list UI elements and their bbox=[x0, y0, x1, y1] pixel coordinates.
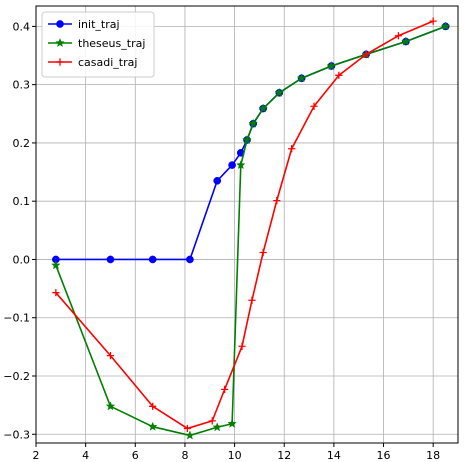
legend: init_traj theseus_traj casadi_traj bbox=[41, 11, 155, 78]
series-theseus_traj-point bbox=[105, 401, 116, 411]
series-theseus_traj-point bbox=[440, 21, 451, 31]
series-casadi_traj-point bbox=[259, 248, 267, 257]
legend-item-casadi_traj: casadi_traj bbox=[48, 56, 137, 69]
y-tick-label: 0.3 bbox=[13, 79, 31, 92]
x-tick-label: 14 bbox=[327, 449, 341, 462]
series-theseus_traj-point bbox=[242, 135, 252, 145]
series-theseus_traj-point bbox=[236, 160, 246, 170]
series-theseus_traj-point bbox=[248, 118, 258, 128]
series-casadi_traj-point bbox=[248, 296, 256, 304]
x-tick-label: 4 bbox=[82, 449, 89, 462]
series-theseus_traj-point bbox=[147, 421, 158, 431]
series-theseus_traj-point bbox=[326, 61, 337, 71]
series-casadi_traj bbox=[52, 17, 437, 433]
x-tick-label: 6 bbox=[132, 449, 139, 462]
legend-box bbox=[41, 11, 155, 78]
series-casadi_traj-point bbox=[362, 50, 370, 58]
series-theseus_traj-point bbox=[401, 36, 411, 46]
series-theseus_traj-point bbox=[185, 430, 195, 440]
x-tick-label: 10 bbox=[228, 449, 242, 462]
series-casadi_traj-point bbox=[221, 385, 229, 393]
series-theseus_traj-point bbox=[274, 87, 284, 97]
series-line-casadi_traj bbox=[55, 20, 434, 430]
series-casadi_traj-point bbox=[310, 102, 318, 110]
series-init_traj-point bbox=[213, 176, 222, 185]
series-layer bbox=[51, 17, 451, 440]
series-casadi_traj-point bbox=[335, 71, 343, 79]
series-theseus_traj-point bbox=[258, 103, 268, 113]
legend-swatch-point bbox=[56, 58, 64, 66]
legend-label: init_traj bbox=[78, 18, 120, 31]
series-theseus_traj-point bbox=[51, 260, 61, 270]
series-init_traj-point bbox=[228, 161, 236, 169]
x-tick-label: 16 bbox=[377, 449, 391, 462]
legend-item-init_traj: init_traj bbox=[48, 18, 120, 31]
series-casadi_traj-point bbox=[273, 197, 281, 205]
y-tick-label: 0.0 bbox=[13, 253, 31, 266]
series-theseus_traj-point bbox=[227, 418, 237, 428]
x-tick-label: 18 bbox=[426, 449, 440, 462]
series-casadi_traj-point bbox=[429, 17, 437, 25]
series-casadi_traj-point bbox=[238, 342, 246, 350]
x-tick-label: 8 bbox=[181, 449, 188, 462]
legend-item-theseus_traj: theseus_traj bbox=[48, 37, 145, 50]
legend-swatch-point bbox=[56, 20, 64, 28]
x-tick-label: 2 bbox=[33, 449, 40, 462]
series-casadi_traj-point bbox=[183, 424, 192, 433]
series-line-theseus_traj bbox=[55, 25, 446, 437]
y-tick-label: −0.1 bbox=[3, 312, 30, 325]
series-theseus_traj-point bbox=[296, 73, 307, 83]
series-casadi_traj-point bbox=[52, 289, 60, 297]
series-casadi_traj-point bbox=[106, 352, 115, 360]
series-init_traj-point bbox=[106, 255, 115, 264]
y-tick-label: −0.2 bbox=[3, 370, 30, 383]
series-casadi_traj-point bbox=[394, 32, 403, 40]
plot-area-frame bbox=[35, 5, 459, 444]
axis-ticks: 2 4 6 8 10 12 14 16 18 −0.3 −0.2 −0.1 0.0 0.1 0.2 0.3 0.… bbox=[3, 20, 440, 462]
series-casadi_traj-point bbox=[288, 145, 296, 153]
x-tick-label: 12 bbox=[277, 449, 291, 462]
y-tick-label: 0.2 bbox=[13, 137, 31, 150]
series-theseus_traj-point bbox=[212, 422, 222, 432]
legend-swatch-point bbox=[55, 38, 65, 48]
series-casadi_traj-point bbox=[208, 417, 216, 425]
y-tick-label: 0.4 bbox=[13, 20, 31, 33]
series-casadi_traj-point bbox=[149, 402, 157, 410]
y-tick-label: 0.1 bbox=[13, 195, 31, 208]
legend-label: casadi_traj bbox=[78, 56, 137, 69]
series-init_traj-point bbox=[186, 255, 194, 264]
y-tick-label: −0.3 bbox=[3, 428, 30, 441]
series-init_traj-point bbox=[148, 255, 157, 264]
legend-label: theseus_traj bbox=[78, 37, 145, 50]
